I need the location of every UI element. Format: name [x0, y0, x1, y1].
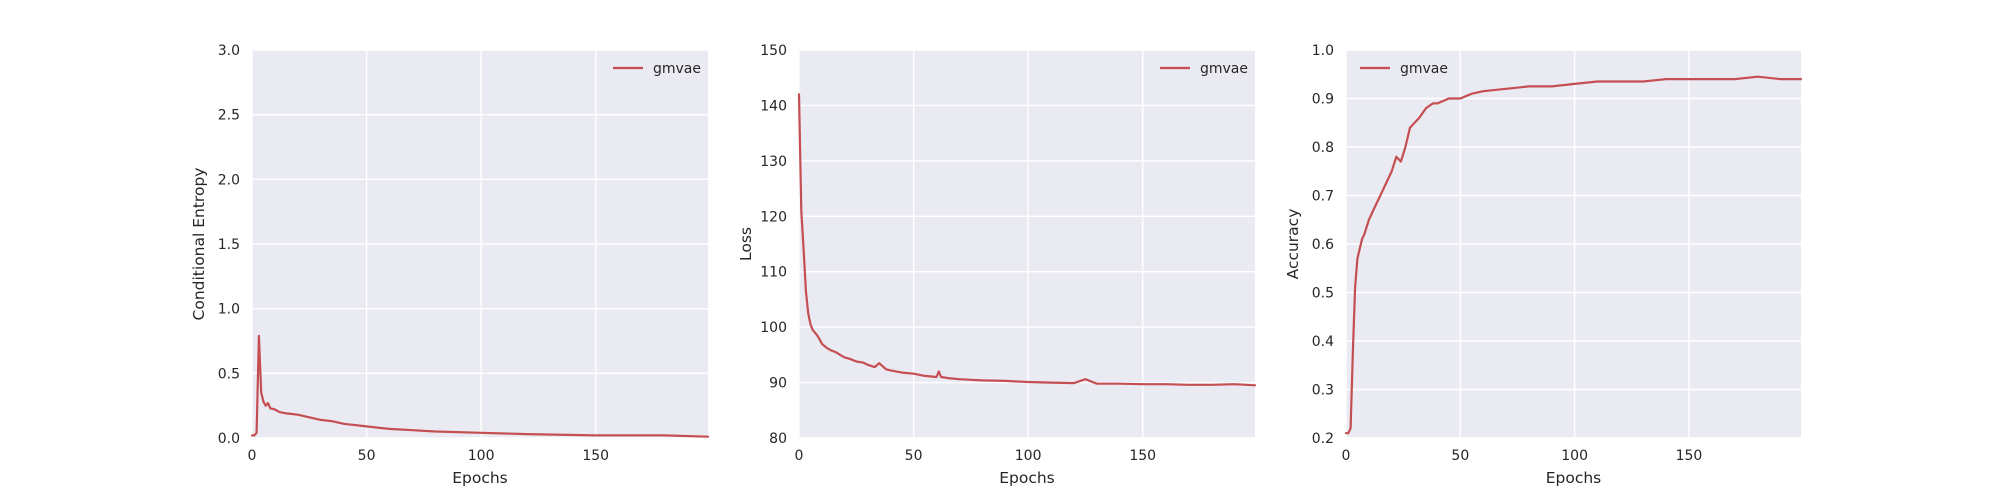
- x-tick-label: 0: [1342, 448, 1351, 464]
- y-tick-label: 0.5: [1312, 286, 1334, 302]
- y-tick-label: 90: [769, 376, 787, 392]
- y-axis-label: Loss: [737, 227, 755, 261]
- legend: gmvae: [1360, 61, 1448, 77]
- y-tick-label: 2.5: [218, 108, 240, 124]
- series-line-gmvae: [250, 334, 710, 438]
- y-tick-label: 80: [769, 431, 787, 447]
- x-tick-label: 100: [1561, 448, 1588, 464]
- x-tick-label: 100: [1015, 448, 1042, 464]
- series-line-gmvae: [1344, 75, 1803, 435]
- y-tick-label: 0.7: [1312, 189, 1334, 205]
- subplot-1: 0 50 100 150 0.0 0.5 1.0 1.5 2.0 2.5 3.0 Epochs Cond…: [190, 43, 710, 487]
- y-tick-label: 110: [760, 265, 787, 281]
- x-tick-label: 150: [1676, 448, 1703, 464]
- y-tick-label: 140: [760, 98, 787, 114]
- y-tick-label: 130: [760, 154, 787, 170]
- y-tick-label: 100: [760, 320, 787, 336]
- y-tick-label: 120: [760, 209, 787, 225]
- legend: gmvae: [1160, 61, 1248, 77]
- y-axis-label: Accuracy: [1284, 209, 1302, 280]
- x-tick-label: 50: [1451, 448, 1469, 464]
- y-tick-label: 0.9: [1312, 92, 1334, 108]
- y-tick-label: 2.0: [218, 172, 240, 188]
- y-tick-label: 0.0: [218, 431, 240, 447]
- y-tick-label: 0.2: [1312, 431, 1334, 447]
- y-axis-label: Conditional Entropy: [190, 168, 208, 321]
- x-tick-label: 150: [1129, 448, 1156, 464]
- legend-label: gmvae: [653, 61, 701, 77]
- x-axis-label: Epochs: [999, 469, 1055, 487]
- plot-area: [799, 50, 1255, 438]
- legend-label: gmvae: [1400, 61, 1448, 77]
- x-axis-label: Epochs: [1546, 469, 1602, 487]
- y-tick-label: 0.3: [1312, 383, 1334, 399]
- subplot-2: 0 50 100 150 80 90 100 110 120 130 140 150 Epochs Los…: [737, 43, 1257, 487]
- x-tick-label: 0: [795, 448, 804, 464]
- legend: gmvae: [613, 61, 701, 77]
- series-line-gmvae: [797, 93, 1257, 387]
- x-tick-label: 50: [358, 448, 376, 464]
- subplot-3: 0 50 100 150 0.2 0.3 0.4 0.5 0.6 0.7 0.8 0.9 1.0 Epoc…: [1284, 43, 1803, 487]
- x-tick-label: 150: [582, 448, 609, 464]
- y-tick-label: 150: [760, 43, 787, 59]
- y-tick-label: 0.6: [1312, 237, 1334, 253]
- y-tick-label: 0.5: [218, 366, 240, 382]
- legend-label: gmvae: [1200, 61, 1248, 77]
- y-tick-label: 0.4: [1312, 334, 1334, 350]
- y-tick-label: 1.5: [218, 237, 240, 253]
- y-tick-label: 1.0: [218, 302, 240, 318]
- x-tick-label: 0: [248, 448, 257, 464]
- x-axis-label: Epochs: [452, 469, 508, 487]
- x-tick-label: 100: [468, 448, 495, 464]
- y-tick-label: 3.0: [218, 43, 240, 59]
- y-tick-label: 1.0: [1312, 43, 1334, 59]
- y-tick-label: 0.8: [1312, 140, 1334, 156]
- x-tick-label: 50: [905, 448, 923, 464]
